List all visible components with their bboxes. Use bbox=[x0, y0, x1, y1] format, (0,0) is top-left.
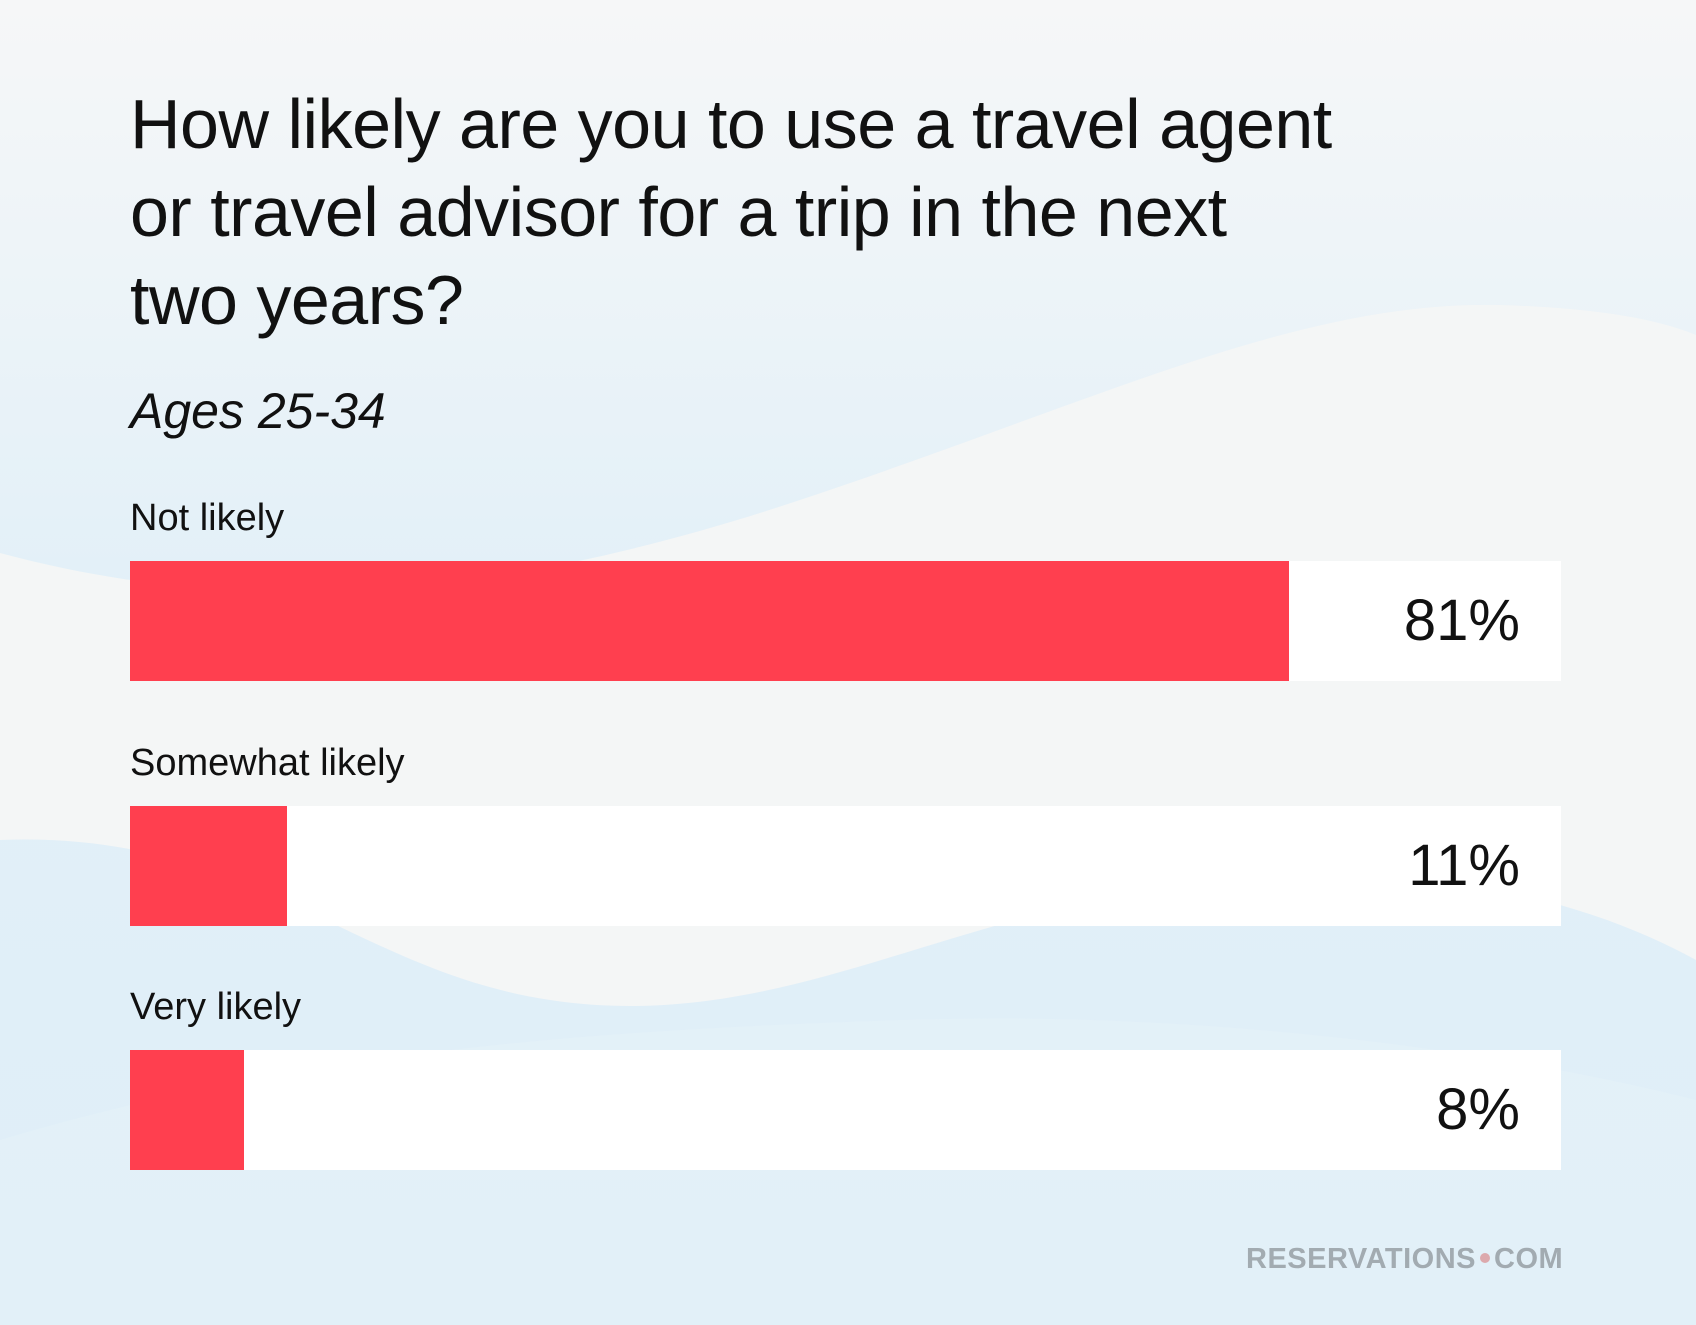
bar-somewhat-likely bbox=[130, 806, 288, 926]
chart-title: How likely are you to use a travel agent… bbox=[130, 80, 1530, 344]
logo-text-left: RESERVATIONS bbox=[1246, 1243, 1476, 1275]
title-line: two years? bbox=[130, 261, 464, 339]
bar-track: 8% bbox=[130, 1050, 1561, 1170]
bar-track: 11% bbox=[130, 806, 1561, 926]
value-label: 81% bbox=[1403, 588, 1520, 653]
bar-track: 81% bbox=[130, 561, 1561, 681]
reservations-logo: RESERVATIONS COM bbox=[1246, 1243, 1563, 1276]
title-line: How likely are you to use a travel agent bbox=[130, 85, 1332, 163]
value-label: 8% bbox=[1436, 1077, 1520, 1142]
bar-very-likely bbox=[130, 1050, 245, 1170]
category-label: Not likely bbox=[130, 497, 285, 539]
category-label: Very likely bbox=[130, 986, 302, 1028]
logo-text-right: COM bbox=[1494, 1243, 1564, 1275]
logo-dot-icon bbox=[1480, 1252, 1490, 1263]
chart-subtitle: Ages 25-34 bbox=[130, 383, 386, 439]
title-line: or travel advisor for a trip in the next bbox=[130, 173, 1227, 251]
bar-not-likely bbox=[130, 561, 1290, 681]
category-label: Somewhat likely bbox=[130, 742, 405, 784]
value-label: 11% bbox=[1408, 833, 1520, 898]
